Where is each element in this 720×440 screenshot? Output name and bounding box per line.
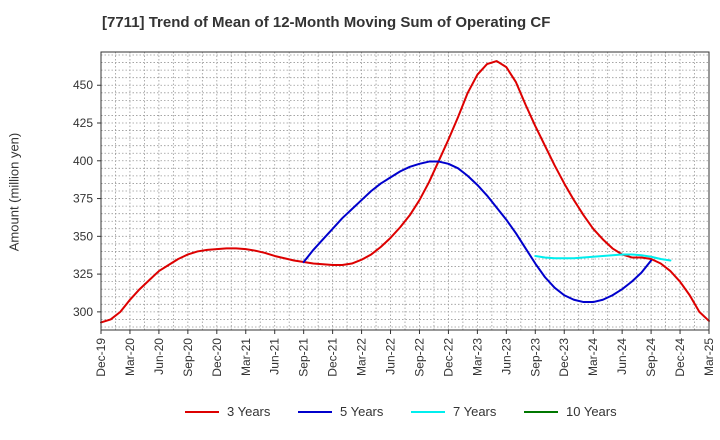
legend-swatch xyxy=(298,410,332,413)
x-tick-label: Dec-24 xyxy=(673,338,687,377)
x-tick-label: Mar-20 xyxy=(123,338,137,376)
legend-label: 7 Years xyxy=(453,404,497,419)
series-line-7-years xyxy=(534,253,672,262)
x-tick-label: Jun-22 xyxy=(384,338,398,375)
y-tick-label: 400 xyxy=(73,154,93,168)
series-line-5-years xyxy=(302,160,653,304)
x-tick-label: Jun-24 xyxy=(615,338,629,375)
legend-item-5-years: 5 Years xyxy=(298,404,383,419)
x-tick-label: Dec-21 xyxy=(326,338,340,377)
plot-frame xyxy=(100,51,710,331)
x-tick-label: Mar-25 xyxy=(702,338,716,376)
x-tick-label: Mar-23 xyxy=(470,338,484,376)
legend-swatch xyxy=(524,410,558,413)
x-tick-label: Jun-23 xyxy=(499,338,513,375)
x-tick-label: Sep-22 xyxy=(412,338,426,377)
x-tick-label: Dec-20 xyxy=(210,338,224,377)
y-tick-label: 300 xyxy=(73,305,93,319)
y-tick-label: 350 xyxy=(73,229,93,243)
y-tick-label: 450 xyxy=(73,78,93,92)
legend-item-7-years: 7 Years xyxy=(411,404,496,419)
y-tick-label: 425 xyxy=(73,116,93,130)
x-tick-label: Sep-21 xyxy=(297,338,311,377)
x-tick-label: Mar-21 xyxy=(239,338,253,376)
x-tick-label: Jun-20 xyxy=(152,338,166,375)
grid-lines xyxy=(101,52,709,330)
legend-item-3-years: 3 Years xyxy=(185,404,270,419)
x-tick-label: Sep-24 xyxy=(644,338,658,377)
x-tick-label: Jun-21 xyxy=(268,338,282,375)
y-tick-label: 325 xyxy=(73,267,93,281)
series-line-3-years xyxy=(100,60,710,324)
legend: 3 Years 5 Years 7 Years 10 Years xyxy=(0,404,720,426)
x-tick-labels: Dec-19 Mar-20 Jun-20 Sep-20 Dec-20 Mar-21 Jun-… xyxy=(94,330,716,377)
x-tick-label: Dec-22 xyxy=(441,338,455,377)
chart-title: [7711] Trend of Mean of 12-Month Moving … xyxy=(102,14,551,31)
x-tick-label: Dec-19 xyxy=(94,338,108,377)
legend-label: 3 Years xyxy=(227,404,271,419)
x-tick-label: Sep-23 xyxy=(528,338,542,377)
y-tick-labels: 300 325 350 375 400 425 450 xyxy=(73,78,101,319)
legend-label: 5 Years xyxy=(340,404,384,419)
legend-swatch xyxy=(411,410,445,413)
x-tick-label: Dec-23 xyxy=(557,338,571,377)
legend-item-10-years: 10 Years xyxy=(524,404,617,419)
x-tick-label: Mar-24 xyxy=(586,338,600,376)
legend-label: 10 Years xyxy=(566,404,617,419)
x-tick-label: Sep-20 xyxy=(181,338,195,377)
y-tick-label: 375 xyxy=(73,192,93,206)
series-lines xyxy=(100,60,710,324)
x-tick-label: Mar-22 xyxy=(355,338,369,376)
legend-swatch xyxy=(185,410,219,413)
